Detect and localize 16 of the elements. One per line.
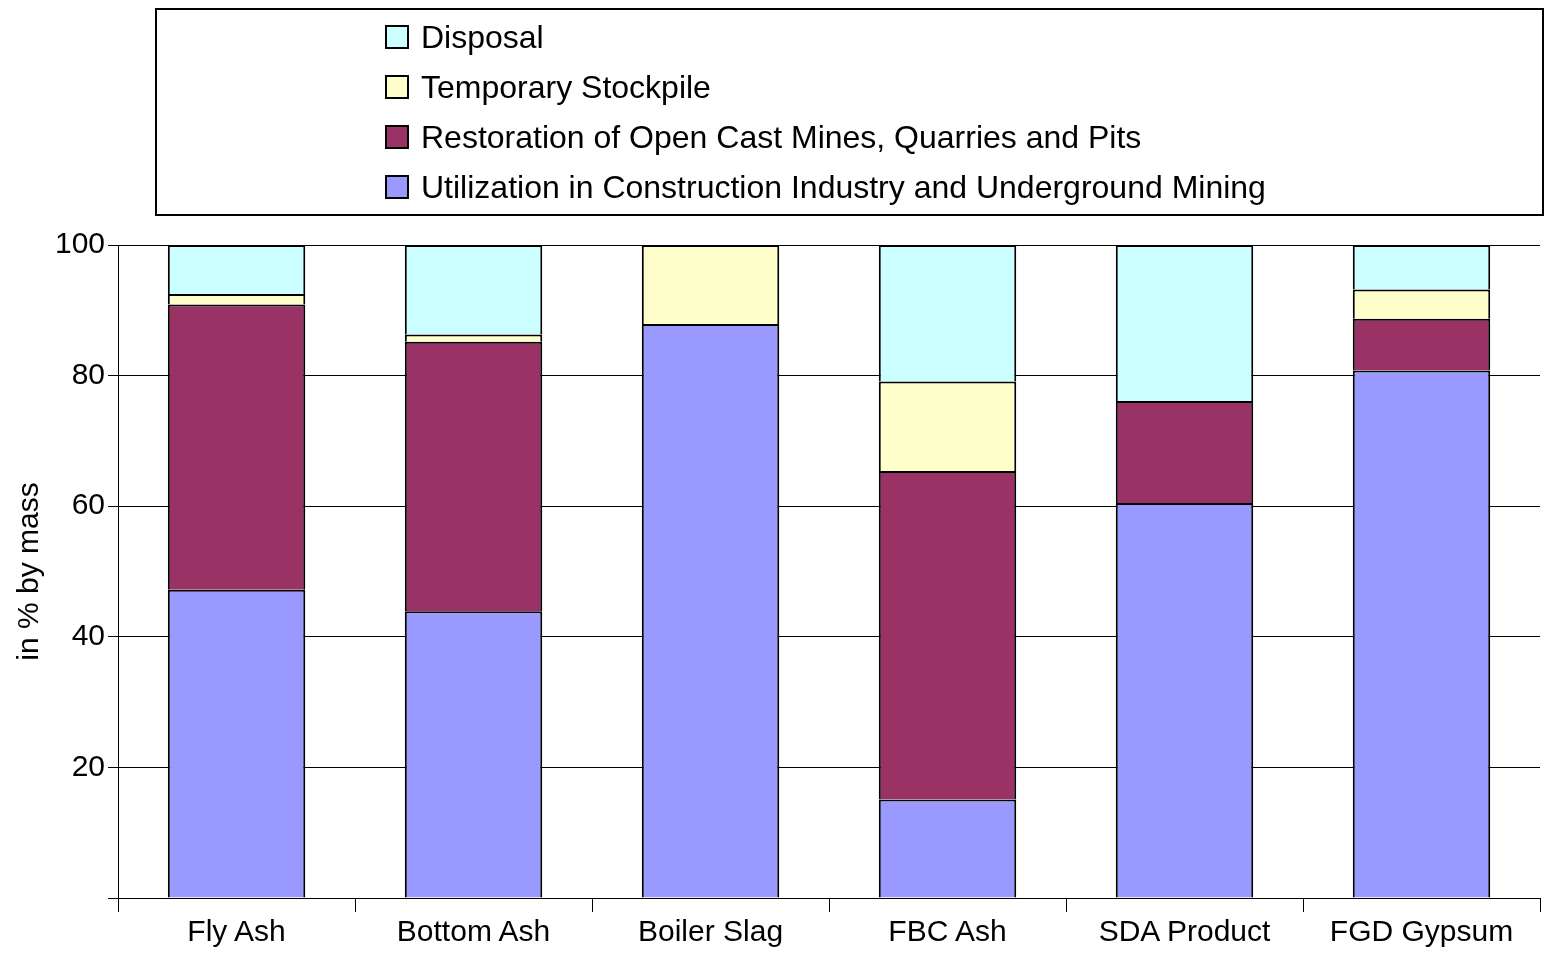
x-tick-label: FGD Gypsum: [1329, 914, 1514, 948]
y-axis-title: in % by mass: [11, 482, 45, 661]
y-tick-label: 80: [71, 356, 106, 390]
legend-label: Disposal: [421, 18, 544, 57]
y-tick-label: 100: [54, 226, 106, 260]
x-tick-label: FBC Ash: [888, 914, 1007, 948]
y-tick-label: 20: [71, 748, 106, 782]
x-tick-label: Fly Ash: [187, 914, 286, 948]
x-tick-label: Boiler Slag: [637, 914, 784, 948]
y-tick-label: 60: [71, 487, 106, 521]
legend-label: Temporary Stockpile: [421, 68, 711, 107]
x-tick-label: SDA Product: [1098, 914, 1272, 948]
legend-label: Restoration of Open Cast Mines, Quarries and Pits: [421, 118, 1142, 157]
y-tick-label: 40: [71, 618, 106, 652]
x-tick-label: Bottom Ash: [396, 914, 551, 948]
legend-label: Utilization in Construction Industry and Underground Mining: [421, 168, 1266, 207]
